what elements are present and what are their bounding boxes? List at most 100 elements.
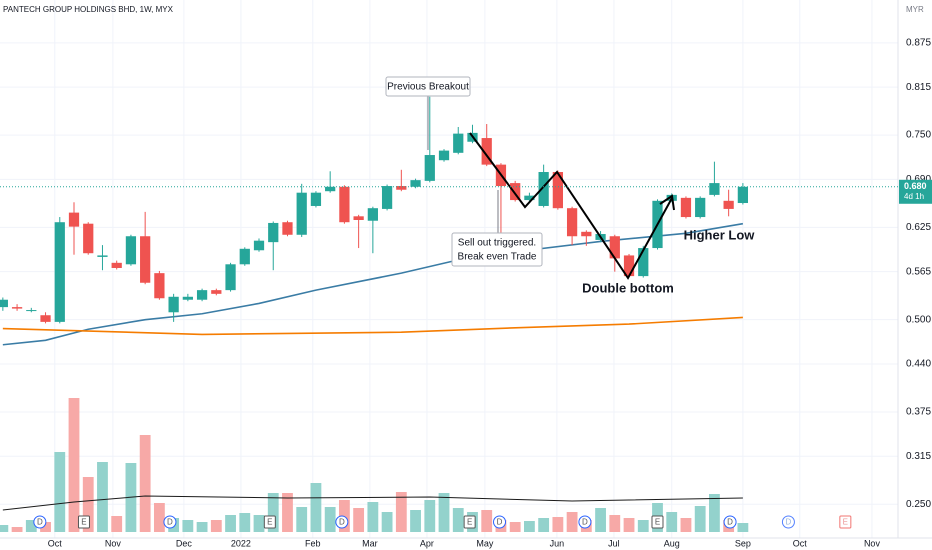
event-label: D (167, 518, 173, 527)
event-label: D (727, 518, 733, 527)
annotation: Sell out triggered. (458, 238, 536, 249)
last-price-box (899, 179, 932, 204)
candle-body (225, 264, 236, 291)
x-tick-label: Sep (735, 538, 751, 548)
x-tick-label: Oct (793, 538, 808, 548)
volume-bar (68, 398, 80, 532)
candle-body (0, 299, 8, 308)
volume-bar (737, 523, 749, 532)
last-price-label: 0.680 (904, 181, 927, 191)
event-badge: D (493, 515, 507, 529)
volume-bar (210, 520, 222, 532)
volume-bar (709, 494, 720, 532)
annotation: Double bottom (582, 280, 674, 295)
event-icon (33, 515, 47, 529)
event-badge: D (723, 515, 737, 529)
annotation-breakout: Previous Breakout (385, 76, 471, 150)
x-tick-label: Oct (48, 538, 63, 548)
candle-body (709, 183, 720, 195)
volume-bar (523, 521, 535, 532)
volume-bar (239, 513, 251, 532)
annotation-sellout: Sell out triggered. Break even Trade (451, 190, 543, 267)
x-tick-label: Nov (105, 538, 122, 548)
candle-body (438, 150, 450, 161)
event-icon (77, 515, 90, 529)
candle-body (26, 310, 37, 312)
x-tick-label: Dec (176, 538, 193, 548)
annotation: Previous Breakout (387, 82, 469, 93)
event-label: E (467, 518, 472, 527)
candle-body (296, 192, 307, 235)
event-badge: E (839, 515, 852, 529)
candle-body (168, 296, 179, 313)
event-icon (578, 515, 592, 529)
event-badge: E (463, 515, 476, 529)
candle-body (381, 186, 393, 209)
event-icon (163, 515, 177, 529)
candle-body (367, 208, 378, 221)
event-label: D (339, 518, 345, 527)
ma-line (2, 316, 743, 336)
volume-bar (666, 512, 678, 532)
volume-bar (595, 508, 606, 532)
volume-bar (182, 520, 194, 532)
volume-bar (566, 512, 578, 532)
candle-body (282, 222, 293, 235)
volume-bar (424, 500, 436, 532)
candle-body (552, 172, 563, 209)
event-icon (263, 515, 276, 529)
event-badge: D (163, 515, 177, 529)
volume-bar (324, 507, 336, 532)
event-badge: D (578, 515, 592, 529)
event-icon (335, 515, 349, 529)
candle-body (339, 186, 350, 223)
candle-body (723, 200, 734, 209)
annotation: Break even Trade (458, 252, 537, 263)
event-label: D (37, 518, 43, 527)
volume-bar (296, 507, 308, 532)
volume-bar (438, 493, 450, 532)
volume-bar (552, 517, 564, 532)
event-badge: D (335, 515, 349, 529)
volume-bar (609, 515, 621, 532)
candle-body (253, 240, 265, 251)
y-tick-label: 0.500 (906, 314, 931, 325)
event-badge: E (651, 515, 664, 529)
event-label: D (582, 518, 588, 527)
candle-body (581, 231, 592, 237)
event-badge: E (77, 515, 90, 529)
candle-body (140, 236, 151, 283)
y-tick-label: 0.375 (906, 407, 931, 418)
candle-body (196, 290, 208, 300)
y-tick-label: 0.815 (906, 82, 931, 93)
volume-bar (253, 515, 265, 532)
candle-body (83, 223, 94, 254)
volume-bar (623, 518, 635, 532)
candle-body (638, 248, 649, 277)
volume-bar (40, 522, 51, 532)
event-badge: D (781, 515, 795, 529)
volume-bar (0, 525, 9, 532)
candle-body (211, 290, 222, 294)
volume-bar (694, 506, 706, 532)
event-icon (493, 515, 507, 529)
y-tick-label: 0.440 (906, 359, 931, 370)
candle-body (680, 197, 692, 218)
callout-box (385, 76, 471, 97)
arrow-head (659, 194, 675, 211)
candle-body (40, 315, 51, 322)
candle-body (125, 236, 137, 265)
x-tick-label: Feb (305, 538, 321, 548)
volume-bar (381, 512, 393, 532)
volume-bar (54, 452, 66, 532)
candle-body (239, 248, 250, 265)
x-tick-label: Apr (420, 538, 434, 548)
x-tick-label: Aug (664, 538, 680, 548)
x-tick-label: Jul (608, 538, 620, 548)
volume-bar (153, 503, 165, 532)
x-tick-label: Mar (362, 538, 378, 548)
volume (0, 398, 749, 532)
event-label: D (786, 518, 792, 527)
candle-body (268, 222, 279, 243)
